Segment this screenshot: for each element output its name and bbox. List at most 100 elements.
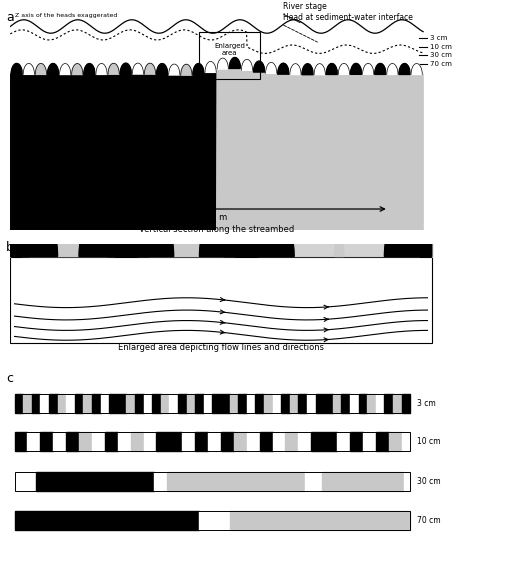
Bar: [281, 394, 290, 413]
Polygon shape: [335, 220, 420, 257]
Bar: [367, 394, 376, 413]
Polygon shape: [59, 64, 71, 74]
Bar: [109, 394, 118, 413]
Polygon shape: [29, 220, 115, 257]
Bar: [247, 432, 260, 451]
Polygon shape: [278, 63, 289, 74]
Polygon shape: [302, 64, 313, 74]
Bar: [260, 432, 272, 451]
Text: Z axis of the heads exaggerated: Z axis of the heads exaggerated: [14, 13, 117, 18]
Bar: [200, 511, 229, 531]
Bar: [212, 394, 221, 413]
Bar: [195, 394, 204, 413]
Bar: [14, 432, 410, 451]
Polygon shape: [241, 59, 252, 70]
Polygon shape: [144, 63, 156, 74]
Bar: [272, 432, 286, 451]
Bar: [40, 394, 49, 413]
Bar: [135, 394, 143, 413]
Bar: [238, 394, 247, 413]
Bar: [14, 471, 410, 491]
Polygon shape: [22, 220, 107, 257]
Bar: [167, 471, 305, 491]
Bar: [322, 471, 404, 491]
Bar: [234, 432, 247, 451]
Bar: [401, 432, 410, 451]
Bar: [75, 394, 83, 413]
Bar: [53, 432, 66, 451]
Polygon shape: [229, 57, 241, 68]
Polygon shape: [375, 64, 386, 74]
Polygon shape: [120, 63, 132, 74]
Bar: [143, 432, 157, 451]
Bar: [14, 394, 23, 413]
Text: 3 cm: 3 cm: [417, 399, 435, 408]
Bar: [118, 394, 126, 413]
Polygon shape: [411, 64, 422, 74]
Bar: [290, 394, 298, 413]
Bar: [298, 432, 311, 451]
Text: 70 cm: 70 cm: [430, 61, 452, 66]
Bar: [229, 511, 410, 531]
Bar: [208, 432, 221, 451]
Bar: [182, 432, 195, 451]
Polygon shape: [326, 64, 337, 74]
Polygon shape: [387, 64, 398, 74]
Bar: [57, 394, 66, 413]
Bar: [385, 394, 393, 413]
Text: Vertical section along the streambed: Vertical section along the streambed: [139, 225, 294, 234]
Bar: [14, 432, 28, 451]
Polygon shape: [399, 64, 410, 74]
Bar: [200, 32, 260, 78]
Bar: [376, 432, 389, 451]
Text: River stage: River stage: [283, 2, 327, 11]
Bar: [324, 432, 337, 451]
Polygon shape: [157, 64, 168, 74]
Bar: [42, 471, 154, 491]
Bar: [337, 432, 350, 451]
Bar: [229, 394, 238, 413]
Bar: [389, 432, 401, 451]
Bar: [126, 394, 135, 413]
Polygon shape: [266, 62, 277, 73]
Text: 30 cm: 30 cm: [417, 477, 440, 486]
Polygon shape: [10, 71, 217, 230]
Bar: [298, 394, 307, 413]
Polygon shape: [23, 64, 34, 74]
Bar: [315, 394, 324, 413]
Bar: [169, 394, 178, 413]
Bar: [10, 257, 432, 343]
Bar: [28, 432, 40, 451]
Bar: [152, 394, 161, 413]
Bar: [178, 394, 186, 413]
Polygon shape: [138, 220, 223, 257]
Bar: [14, 394, 410, 413]
Polygon shape: [150, 220, 235, 257]
Polygon shape: [108, 63, 119, 74]
Bar: [221, 432, 234, 451]
Polygon shape: [168, 64, 180, 75]
Bar: [143, 394, 152, 413]
Text: Head at sediment-water interface: Head at sediment-water interface: [283, 13, 413, 22]
Bar: [272, 394, 281, 413]
Polygon shape: [253, 61, 265, 72]
Polygon shape: [193, 64, 204, 74]
Bar: [92, 394, 100, 413]
Polygon shape: [79, 220, 174, 257]
Bar: [255, 394, 264, 413]
Bar: [264, 394, 272, 413]
Polygon shape: [72, 64, 83, 74]
Bar: [358, 394, 367, 413]
Bar: [36, 471, 42, 491]
Bar: [169, 432, 182, 451]
Bar: [79, 432, 92, 451]
Polygon shape: [290, 64, 301, 74]
Bar: [404, 471, 410, 491]
Bar: [286, 432, 298, 451]
Bar: [66, 394, 75, 413]
Bar: [186, 394, 195, 413]
Text: 10 m: 10 m: [206, 213, 227, 222]
Bar: [118, 432, 131, 451]
Bar: [66, 432, 79, 451]
Bar: [23, 394, 32, 413]
